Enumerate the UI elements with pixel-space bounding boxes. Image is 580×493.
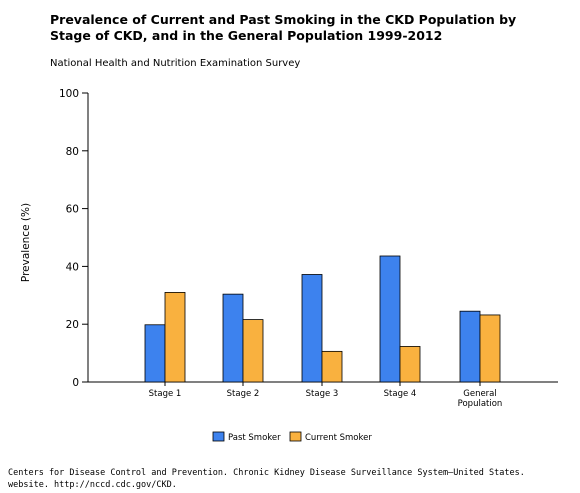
legend-label-current-smoker: Current Smoker: [305, 433, 372, 443]
bar-past-smoker: [222, 293, 244, 383]
x-tick-label: General: [463, 389, 497, 399]
chart-subtitle: National Health and Nutrition Examinatio…: [50, 58, 301, 69]
legend-swatch-past-smoker: [212, 431, 225, 442]
y-tick-label: 60: [66, 204, 79, 216]
bar-past-smoker: [301, 274, 323, 383]
chart-title: Prevalence of Current and Past Smoking i…: [50, 12, 517, 43]
bar-current-smoker: [242, 319, 264, 383]
bar-current-smoker: [479, 314, 501, 383]
x-tick-label: Population: [458, 399, 503, 409]
x-tick-label: Stage 3: [306, 389, 339, 399]
bar-current-smoker: [164, 292, 186, 383]
legend: Past Smoker Current Smoker: [212, 431, 372, 443]
y-tick-label: 100: [59, 88, 79, 100]
y-axis-title: Prevalence (%): [20, 203, 32, 282]
y-tick-label: 0: [72, 377, 79, 389]
bars: [144, 255, 501, 383]
source-footer: Centers for Disease Control and Preventi…: [8, 468, 568, 491]
bar-past-smoker: [459, 310, 481, 383]
x-tick-label: Stage 1: [149, 389, 182, 399]
legend-swatch-current-smoker: [289, 431, 302, 442]
y-tick-label: 20: [66, 319, 79, 331]
bar-past-smoker: [144, 324, 166, 383]
x-tick-label: Stage 4: [384, 389, 417, 399]
x-tick-label: Stage 2: [227, 389, 260, 399]
legend-label-past-smoker: Past Smoker: [228, 433, 281, 443]
y-tick-label: 80: [66, 146, 79, 158]
y-tick-label: 40: [66, 261, 79, 273]
bar-current-smoker: [399, 346, 421, 383]
bar-past-smoker: [379, 255, 401, 383]
bar-current-smoker: [321, 350, 343, 383]
source-line-1: Centers for Disease Control and Preventi…: [8, 468, 525, 478]
source-line-2: website. http://nccd.cdc.gov/CKD.: [8, 479, 177, 490]
